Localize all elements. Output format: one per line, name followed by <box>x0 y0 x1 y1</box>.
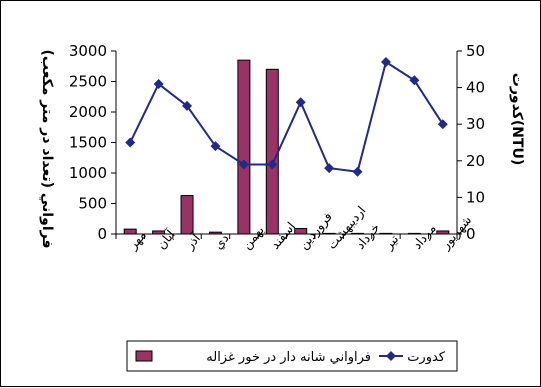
turbidity-line <box>129 60 444 173</box>
turbidity-point-4 <box>238 159 249 170</box>
legend-line-marker <box>386 351 396 361</box>
turbidity-point-9 <box>380 56 391 67</box>
turbidity-point-5 <box>267 159 278 170</box>
left-tick-label-2: 1000 <box>69 164 107 182</box>
left-tick-label-3: 1500 <box>69 134 107 152</box>
turbidity-point-8 <box>352 166 363 177</box>
right-tick-label-0: 0 <box>466 225 476 243</box>
x-tick-label-10: مرداد <box>409 221 439 253</box>
turbidity-point-2 <box>182 100 193 111</box>
legend-label-turbidity: كدورت <box>407 350 446 365</box>
legend-label-abundance: فراواني شانه دار در خور غزاله <box>206 350 371 365</box>
bar-5 <box>265 68 279 235</box>
left-tick-label-4: 2000 <box>69 103 107 121</box>
turbidity-point-1 <box>153 78 164 89</box>
right-tick-label-1: 10 <box>466 188 485 206</box>
right-tick-label-2: 20 <box>466 152 485 170</box>
turbidity-point-7 <box>324 163 335 174</box>
bar-2 <box>180 195 194 235</box>
turbidity-point-3 <box>210 141 221 152</box>
left-tick-label-1: 500 <box>78 195 107 213</box>
left-tick-label-0: 0 <box>97 225 107 243</box>
right-tick-label-5: 50 <box>466 42 485 60</box>
left-tick-label-6: 3000 <box>69 42 107 60</box>
right-axis-title: كدورت(NTU) <box>509 73 525 166</box>
turbidity-point-6 <box>295 97 306 108</box>
right-tick-label-3: 30 <box>466 115 485 133</box>
legend-bar-swatch <box>135 350 153 362</box>
turbidity-point-10 <box>409 75 420 86</box>
turbidity-point-0 <box>125 137 136 148</box>
left-tick-label-5: 2500 <box>69 73 107 91</box>
left-axis-title: فراواني (تعداد در متر مكعب) <box>39 50 55 249</box>
bar-4 <box>237 59 251 235</box>
turbidity-point-11 <box>437 119 448 130</box>
right-tick-label-4: 40 <box>466 79 485 97</box>
x-tick-label-1: آبان <box>153 227 178 252</box>
